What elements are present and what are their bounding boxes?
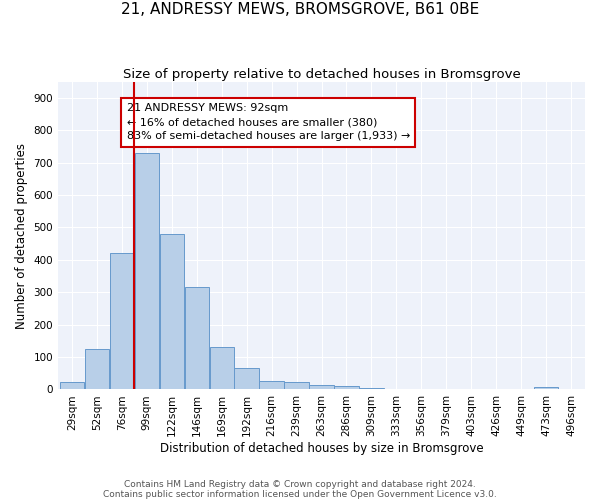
- Bar: [235, 368, 259, 390]
- Bar: [160, 234, 184, 390]
- X-axis label: Distribution of detached houses by size in Bromsgrove: Distribution of detached houses by size …: [160, 442, 484, 455]
- Bar: [359, 388, 383, 390]
- Bar: [185, 288, 209, 390]
- Bar: [209, 348, 234, 390]
- Title: Size of property relative to detached houses in Bromsgrove: Size of property relative to detached ho…: [122, 68, 520, 80]
- Bar: [59, 382, 84, 390]
- Bar: [134, 153, 159, 390]
- Bar: [110, 254, 134, 390]
- Bar: [409, 389, 434, 390]
- Bar: [534, 387, 559, 390]
- Text: 21, ANDRESSY MEWS, BROMSGROVE, B61 0BE: 21, ANDRESSY MEWS, BROMSGROVE, B61 0BE: [121, 2, 479, 18]
- Bar: [85, 349, 109, 390]
- Bar: [284, 382, 308, 390]
- Bar: [310, 385, 334, 390]
- Bar: [385, 389, 409, 390]
- Text: 21 ANDRESSY MEWS: 92sqm
← 16% of detached houses are smaller (380)
83% of semi-d: 21 ANDRESSY MEWS: 92sqm ← 16% of detache…: [127, 103, 410, 141]
- Bar: [334, 386, 359, 390]
- Bar: [259, 382, 284, 390]
- Y-axis label: Number of detached properties: Number of detached properties: [15, 142, 28, 328]
- Text: Contains HM Land Registry data © Crown copyright and database right 2024.
Contai: Contains HM Land Registry data © Crown c…: [103, 480, 497, 499]
